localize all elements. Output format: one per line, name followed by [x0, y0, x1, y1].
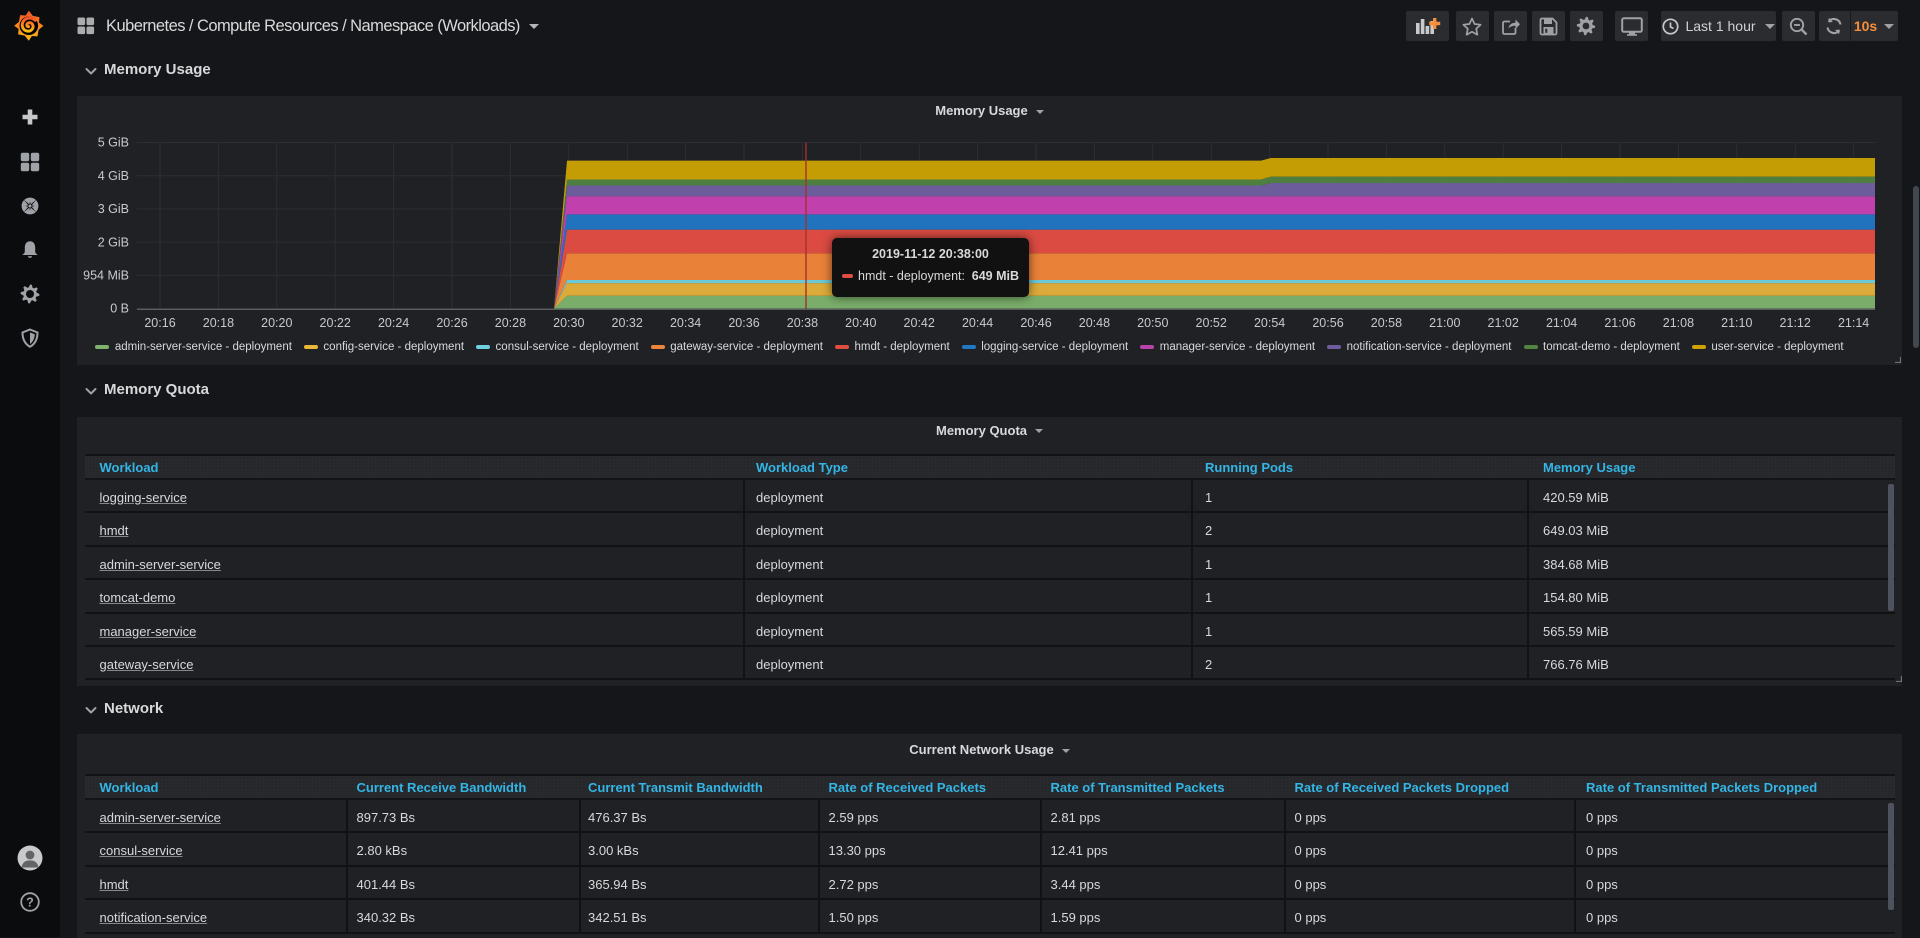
svg-text:20:16: 20:16: [144, 316, 175, 330]
svg-text:21:04: 21:04: [1546, 316, 1577, 330]
svg-text:21:06: 21:06: [1604, 316, 1635, 330]
svg-text:21:00: 21:00: [1429, 316, 1460, 330]
svg-text:20:52: 20:52: [1196, 316, 1227, 330]
svg-text:21:10: 21:10: [1721, 316, 1752, 330]
svg-text:2 GiB: 2 GiB: [98, 235, 129, 249]
svg-text:21:14: 21:14: [1838, 316, 1869, 330]
svg-text:20:48: 20:48: [1079, 316, 1110, 330]
svg-text:20:18: 20:18: [203, 316, 234, 330]
svg-text:20:44: 20:44: [962, 316, 993, 330]
svg-text:5 GiB: 5 GiB: [98, 136, 129, 150]
svg-text:21:12: 21:12: [1780, 316, 1811, 330]
svg-text:3 GiB: 3 GiB: [98, 202, 129, 216]
svg-text:20:42: 20:42: [904, 316, 935, 330]
svg-text:20:30: 20:30: [553, 316, 584, 330]
svg-text:20:26: 20:26: [436, 316, 467, 330]
svg-text:954 MiB: 954 MiB: [83, 269, 129, 283]
svg-text:20:40: 20:40: [845, 316, 876, 330]
svg-text:20:38: 20:38: [787, 316, 818, 330]
svg-text:21:02: 21:02: [1488, 316, 1519, 330]
svg-text:20:28: 20:28: [495, 316, 526, 330]
svg-text:21:08: 21:08: [1663, 316, 1694, 330]
svg-text:20:50: 20:50: [1137, 316, 1168, 330]
svg-text:20:20: 20:20: [261, 316, 292, 330]
svg-text:?: ?: [26, 895, 34, 909]
svg-text:20:54: 20:54: [1254, 316, 1285, 330]
svg-text:20:34: 20:34: [670, 316, 701, 330]
svg-text:20:22: 20:22: [320, 316, 351, 330]
svg-text:20:24: 20:24: [378, 316, 409, 330]
svg-text:0 B: 0 B: [110, 302, 129, 316]
svg-text:20:32: 20:32: [612, 316, 643, 330]
svg-text:20:46: 20:46: [1020, 316, 1051, 330]
svg-text:20:36: 20:36: [728, 316, 759, 330]
svg-text:20:56: 20:56: [1312, 316, 1343, 330]
svg-text:4 GiB: 4 GiB: [98, 169, 129, 183]
svg-text:20:58: 20:58: [1371, 316, 1402, 330]
